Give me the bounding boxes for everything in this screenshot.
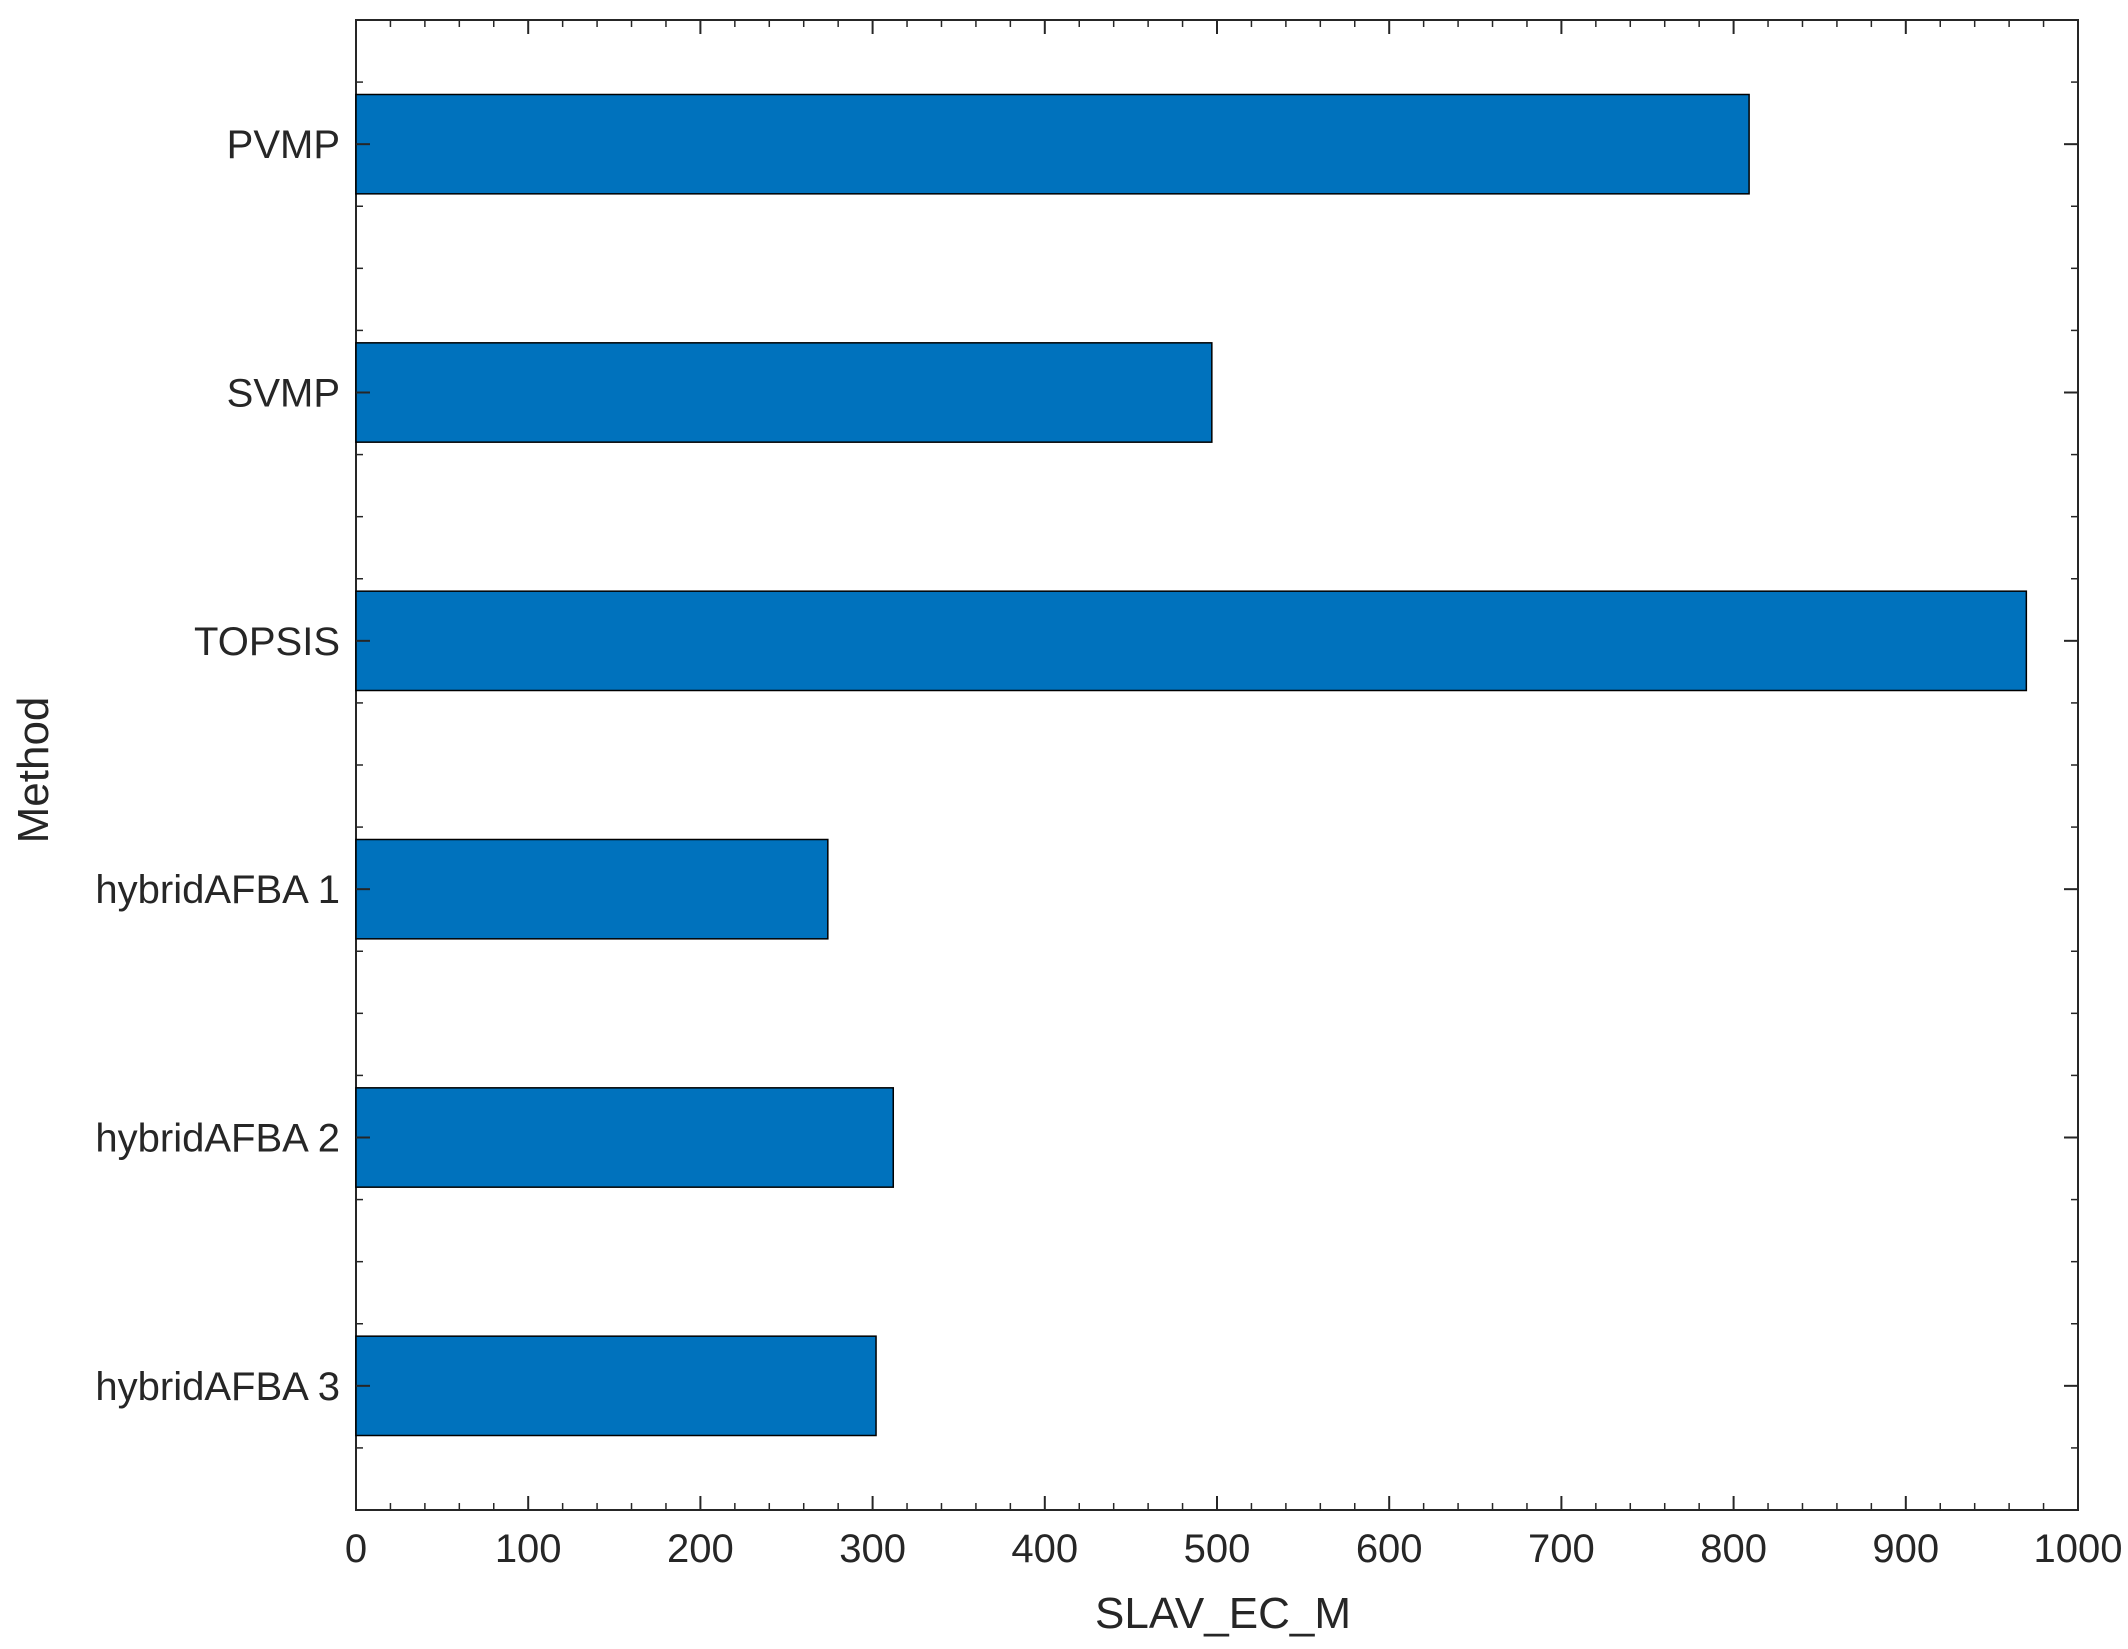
x-tick-label: 500 (1184, 1527, 1251, 1571)
bar-topsis (355, 590, 2028, 692)
x-tick-label: 900 (1872, 1527, 1939, 1571)
y-tick-label: SVMP (227, 372, 340, 416)
x-tick-label: 700 (1528, 1527, 1595, 1571)
ticks-group (355, 19, 2079, 1511)
x-tick-label: 600 (1356, 1527, 1423, 1571)
bar-hybridafba-1 (355, 838, 829, 940)
y-tick-label: TOPSIS (194, 620, 340, 664)
plot-frame (355, 19, 2079, 1511)
x-tick-label: 300 (839, 1527, 906, 1571)
x-tick-label: 400 (1011, 1527, 1078, 1571)
bars-group (355, 93, 2028, 1437)
y-tick-label: hybridAFBA 1 (95, 868, 340, 912)
bar-hybridafba-2 (355, 1087, 895, 1188)
x-tick-label: 1000 (2034, 1527, 2123, 1571)
y-tick-label: PVMP (227, 123, 340, 167)
y-tick-label: hybridAFBA 2 (95, 1117, 340, 1161)
tick-labels-group: 0 100 200 300 400 500 600 700 800 900 1000 PVMP SVMP… (95, 123, 2122, 1571)
plot-area (355, 19, 2079, 1511)
x-tick-label: 800 (1700, 1527, 1767, 1571)
bar-pvmp (355, 93, 1750, 195)
bar-hybridafba-3 (355, 1335, 877, 1437)
bar-svmp (355, 342, 1213, 443)
x-tick-label: 200 (667, 1527, 734, 1571)
y-tick-label: hybridAFBA 3 (95, 1365, 340, 1409)
y-axis-title: Method (9, 697, 58, 844)
x-tick-label: 0 (345, 1527, 367, 1571)
x-tick-label: 100 (495, 1527, 562, 1571)
x-axis-title: SLAV_EC_M (1095, 1589, 1351, 1638)
